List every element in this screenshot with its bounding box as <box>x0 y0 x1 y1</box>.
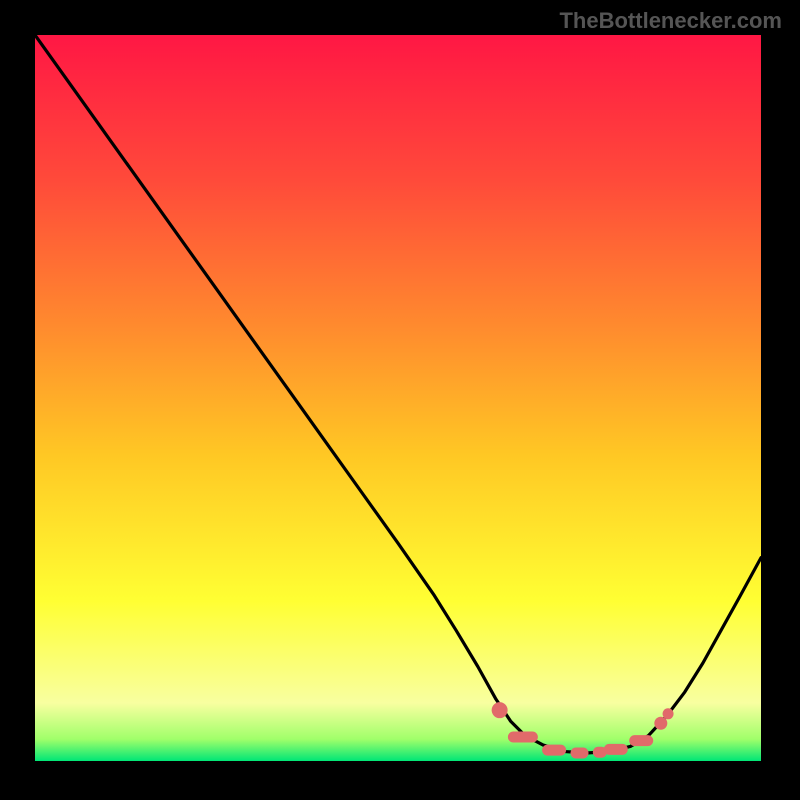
bottleneck-curve-layer <box>35 35 761 761</box>
curve-marker <box>571 748 589 759</box>
curve-marker <box>629 735 653 746</box>
curve-marker <box>508 732 538 743</box>
curve-marker <box>492 702 508 718</box>
curve-marker <box>663 708 674 719</box>
watermark-text: TheBottlenecker.com <box>559 8 782 34</box>
chart-plot-area <box>35 35 761 761</box>
curve-marker <box>654 717 667 730</box>
curve-marker <box>604 744 628 755</box>
curve-marker <box>542 745 566 756</box>
bottleneck-curve-path <box>35 35 761 753</box>
